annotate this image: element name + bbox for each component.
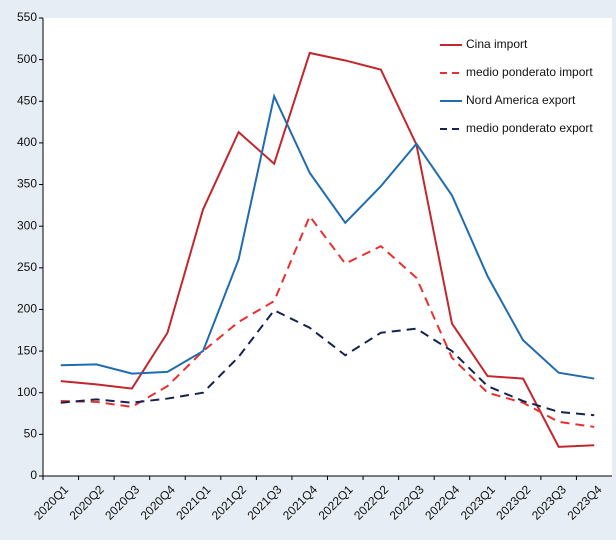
legend-label: Cina import (466, 37, 528, 51)
legend-label: medio ponderato import (466, 65, 593, 79)
y-tick-label: 100 (17, 385, 37, 399)
y-tick-label: 400 (17, 135, 37, 149)
series-line (60, 309, 595, 417)
y-tick-label: 0 (30, 468, 37, 482)
legend-label: medio ponderato export (466, 121, 593, 135)
y-tick-label: 500 (17, 52, 37, 66)
y-tick-label: 50 (24, 427, 38, 441)
y-tick-label: 200 (17, 302, 37, 316)
series-line (60, 214, 595, 428)
y-tick-label: 550 (17, 10, 37, 24)
y-tick-label: 350 (17, 177, 37, 191)
legend-label: Nord America export (466, 93, 576, 107)
y-tick-label: 300 (17, 218, 37, 232)
y-tick-label: 450 (17, 93, 37, 107)
series-line (60, 51, 595, 448)
plot-area (43, 18, 612, 476)
y-tick-label: 250 (17, 260, 37, 274)
y-tick-label: 150 (17, 343, 37, 357)
series-line (60, 93, 595, 380)
